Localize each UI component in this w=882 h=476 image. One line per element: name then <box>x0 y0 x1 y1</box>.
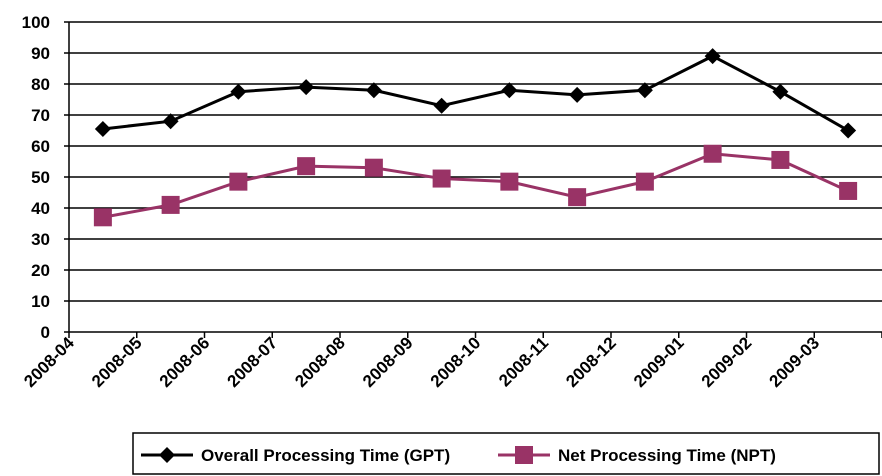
diamond-marker <box>94 120 111 137</box>
diamond-marker <box>704 48 721 65</box>
x-tick-label: 2009-03 <box>766 333 824 391</box>
square-marker <box>839 181 858 200</box>
x-tick-label: 2008-10 <box>427 333 485 391</box>
y-tick-label: 40 <box>31 199 50 218</box>
diamond-marker <box>298 79 315 96</box>
diamond-marker <box>501 82 518 99</box>
y-tick-label: 20 <box>31 261 50 280</box>
y-tick-label: 10 <box>31 292 50 311</box>
x-tick-label: 2009-01 <box>630 333 688 391</box>
legend-label: Overall Processing Time (GPT) <box>201 446 450 465</box>
y-tick-label: 50 <box>31 168 50 187</box>
legend-marker <box>515 446 533 464</box>
square-marker <box>500 172 519 191</box>
y-tick-label: 80 <box>31 75 50 94</box>
diamond-marker <box>840 122 857 139</box>
square-marker <box>635 172 654 191</box>
y-tick-label: 100 <box>22 13 50 32</box>
y-tick-label: 90 <box>31 44 50 63</box>
x-tick-label: 2008-05 <box>88 333 146 391</box>
series-line <box>102 152 849 219</box>
x-tick-label: 2008-06 <box>156 333 214 391</box>
x-tick-label: 2008-08 <box>291 333 349 391</box>
diamond-marker <box>772 83 789 100</box>
y-tick-label: 30 <box>31 230 50 249</box>
square-marker <box>229 172 248 191</box>
series-line <box>102 54 849 132</box>
x-tick-label: 2008-07 <box>224 333 282 391</box>
y-tick-label: 60 <box>31 137 50 156</box>
y-tick-label: 0 <box>41 323 50 342</box>
square-marker <box>568 188 587 207</box>
square-marker <box>703 144 722 163</box>
diamond-marker <box>230 83 247 100</box>
diamond-marker <box>433 97 450 114</box>
diamond-marker <box>569 86 586 103</box>
legend-item: Net Processing Time (NPT) <box>498 446 776 465</box>
x-tick-label: 2008-09 <box>359 333 417 391</box>
y-tick-label: 70 <box>31 106 50 125</box>
x-tick-label: 2009-02 <box>698 333 756 391</box>
series-2 <box>93 144 858 227</box>
legend-label: Net Processing Time (NPT) <box>558 446 776 465</box>
x-tick-label: 2008-11 <box>495 333 552 390</box>
legend-marker <box>159 447 175 463</box>
legend: Overall Processing Time (GPT) Net Process… <box>132 432 880 475</box>
square-marker <box>161 195 180 214</box>
diamond-marker <box>162 113 179 130</box>
series-group <box>93 48 858 227</box>
legend-item: Overall Processing Time (GPT) <box>141 446 450 465</box>
gridlines <box>69 21 882 302</box>
x-tick-labels: 2008-04 2008-05 2008-06 2008-07 2008-08 2008-… <box>20 332 882 391</box>
y-tick-labels: 0 10 20 30 40 50 60 70 80 90 100 <box>22 13 69 342</box>
square-marker <box>93 208 112 227</box>
square-marker <box>297 157 316 176</box>
diamond-marker <box>365 82 382 99</box>
square-marker <box>364 158 383 177</box>
diamond-marker <box>636 82 653 99</box>
square-marker <box>771 150 790 169</box>
series-1 <box>94 48 857 139</box>
x-tick-label: 2008-12 <box>562 333 620 391</box>
square-marker <box>432 169 451 188</box>
